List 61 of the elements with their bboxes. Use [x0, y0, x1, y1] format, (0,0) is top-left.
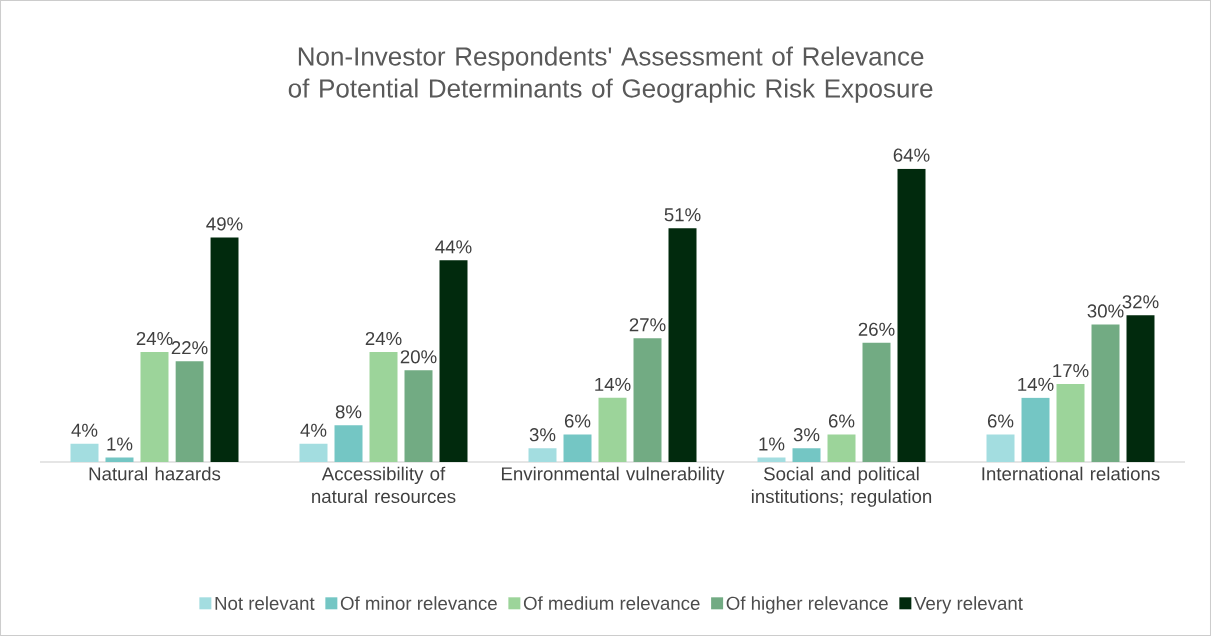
bar: [827, 434, 856, 462]
bar: [105, 457, 134, 462]
bar: [1056, 384, 1085, 462]
bar: [792, 448, 821, 462]
bar: [668, 228, 697, 462]
bar: [140, 352, 169, 462]
data-label: 17%: [1053, 364, 1089, 378]
x-tick-label: Natural hazards: [89, 466, 221, 481]
data-label: 24%: [136, 331, 173, 346]
data-label: 20%: [400, 350, 437, 364]
legend-label: Of higher relevance: [726, 596, 888, 614]
chart-title: Non-Investor Respondents' Assessment of Relevance of Potential Determinants of Geographic Risk Exposure: [288, 46, 933, 103]
bar: [210, 237, 239, 462]
bar: [598, 397, 627, 462]
x-tick-label: Social and political institutions; regulation: [751, 466, 932, 507]
x-tick-label: International relations: [982, 466, 1160, 481]
data-label: 27%: [629, 318, 666, 332]
data-label: 22%: [171, 341, 208, 355]
bar: [369, 352, 398, 462]
data-label: 6%: [564, 414, 591, 428]
data-label: 4%: [300, 423, 327, 437]
bar: [633, 338, 662, 462]
legend-label: Of medium relevance: [523, 596, 700, 610]
data-label: 6%: [987, 414, 1014, 428]
bar: [299, 443, 328, 462]
data-label: 3%: [529, 428, 556, 442]
data-label: 1%: [759, 437, 785, 451]
data-label: 3%: [793, 428, 820, 442]
data-label: 14%: [595, 377, 631, 391]
data-label: 49%: [206, 217, 243, 231]
data-label: 8%: [335, 405, 362, 419]
bar: [439, 260, 468, 462]
data-label: 64%: [893, 148, 930, 162]
data-label: 44%: [435, 240, 472, 254]
bar: [563, 434, 592, 462]
bar: [528, 448, 557, 462]
legend-label: Not relevant: [215, 596, 315, 610]
bar: [70, 443, 99, 462]
data-label: 1%: [107, 437, 133, 451]
bar: [1126, 315, 1155, 462]
data-label: 26%: [858, 322, 895, 336]
bar: [757, 457, 786, 462]
data-label: 14%: [1018, 377, 1054, 391]
bar: [862, 342, 891, 462]
data-label: 24%: [365, 331, 402, 346]
data-label: 30%: [1087, 304, 1124, 318]
bar: [1091, 324, 1120, 462]
bar: [404, 370, 433, 462]
bar: [986, 434, 1015, 462]
x-tick-label: Accessibility of natural resources: [312, 466, 456, 504]
bar: [334, 425, 363, 462]
legend-label: Very relevant: [914, 596, 1023, 614]
bar: [897, 168, 926, 462]
data-label: 32%: [1122, 295, 1159, 309]
data-label: 4%: [71, 423, 98, 437]
x-tick-label: Environmental vulnerability: [501, 466, 725, 485]
data-label: 6%: [828, 414, 855, 428]
data-label: 51%: [664, 208, 701, 222]
bar: [175, 361, 204, 462]
legend-label: Of minor relevance: [340, 596, 497, 610]
bar: [1021, 397, 1050, 462]
